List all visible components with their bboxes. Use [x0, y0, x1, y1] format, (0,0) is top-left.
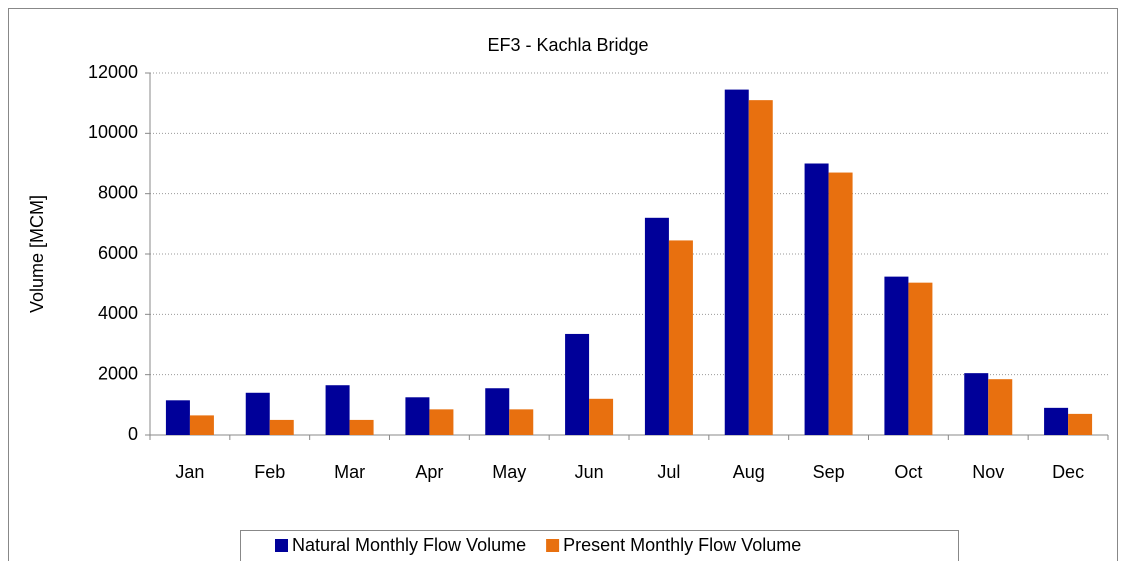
legend-swatch — [275, 539, 288, 552]
bar — [804, 163, 829, 435]
bar — [429, 409, 454, 435]
bar — [349, 419, 374, 435]
x-tick-label: Mar — [334, 462, 365, 482]
bar — [884, 276, 909, 435]
chart-frame — [8, 8, 1118, 561]
bar — [189, 415, 214, 435]
bar — [269, 419, 294, 435]
y-tick-label: 6000 — [98, 243, 138, 263]
legend-swatch — [546, 539, 560, 552]
x-tick-label: Jan — [175, 462, 204, 482]
bar — [245, 392, 270, 435]
x-tick-label: Nov — [972, 462, 1004, 482]
x-tick-label: Sep — [813, 462, 845, 482]
bar — [828, 172, 853, 436]
x-tick-label: Oct — [894, 462, 922, 482]
legend-label: Present Monthly Flow Volume — [563, 535, 801, 555]
bar — [988, 379, 1013, 435]
y-axis-label: Volume [MCM] — [27, 195, 47, 313]
y-tick-label: 0 — [128, 424, 138, 444]
x-tick-label: Apr — [415, 462, 443, 482]
y-tick-label: 10000 — [88, 122, 138, 142]
x-tick-label: Aug — [733, 462, 765, 482]
bar — [908, 282, 933, 435]
bar — [644, 217, 669, 435]
bar — [565, 333, 590, 435]
chart-title: EF3 - Kachla Bridge — [487, 35, 648, 55]
bar — [589, 398, 614, 435]
legend-label: Natural Monthly Flow Volume — [292, 535, 526, 555]
bar — [724, 89, 749, 435]
bar — [165, 400, 190, 435]
bar — [509, 409, 534, 435]
y-tick-label: 8000 — [98, 182, 138, 202]
x-tick-label: Jun — [575, 462, 604, 482]
x-tick-label: Feb — [254, 462, 285, 482]
bar — [1044, 407, 1069, 435]
legend-box — [240, 530, 959, 561]
bar — [325, 385, 350, 435]
x-tick-label: Dec — [1052, 462, 1084, 482]
x-tick-label: Jul — [657, 462, 680, 482]
bar — [964, 373, 989, 435]
bar — [1068, 413, 1093, 435]
y-tick-label: 12000 — [88, 62, 138, 82]
bar — [485, 388, 510, 435]
x-tick-label: May — [492, 462, 526, 482]
y-tick-label: 2000 — [98, 363, 138, 383]
bar — [748, 100, 773, 436]
bar — [668, 240, 693, 435]
y-tick-label: 4000 — [98, 303, 138, 323]
bar — [405, 397, 430, 435]
